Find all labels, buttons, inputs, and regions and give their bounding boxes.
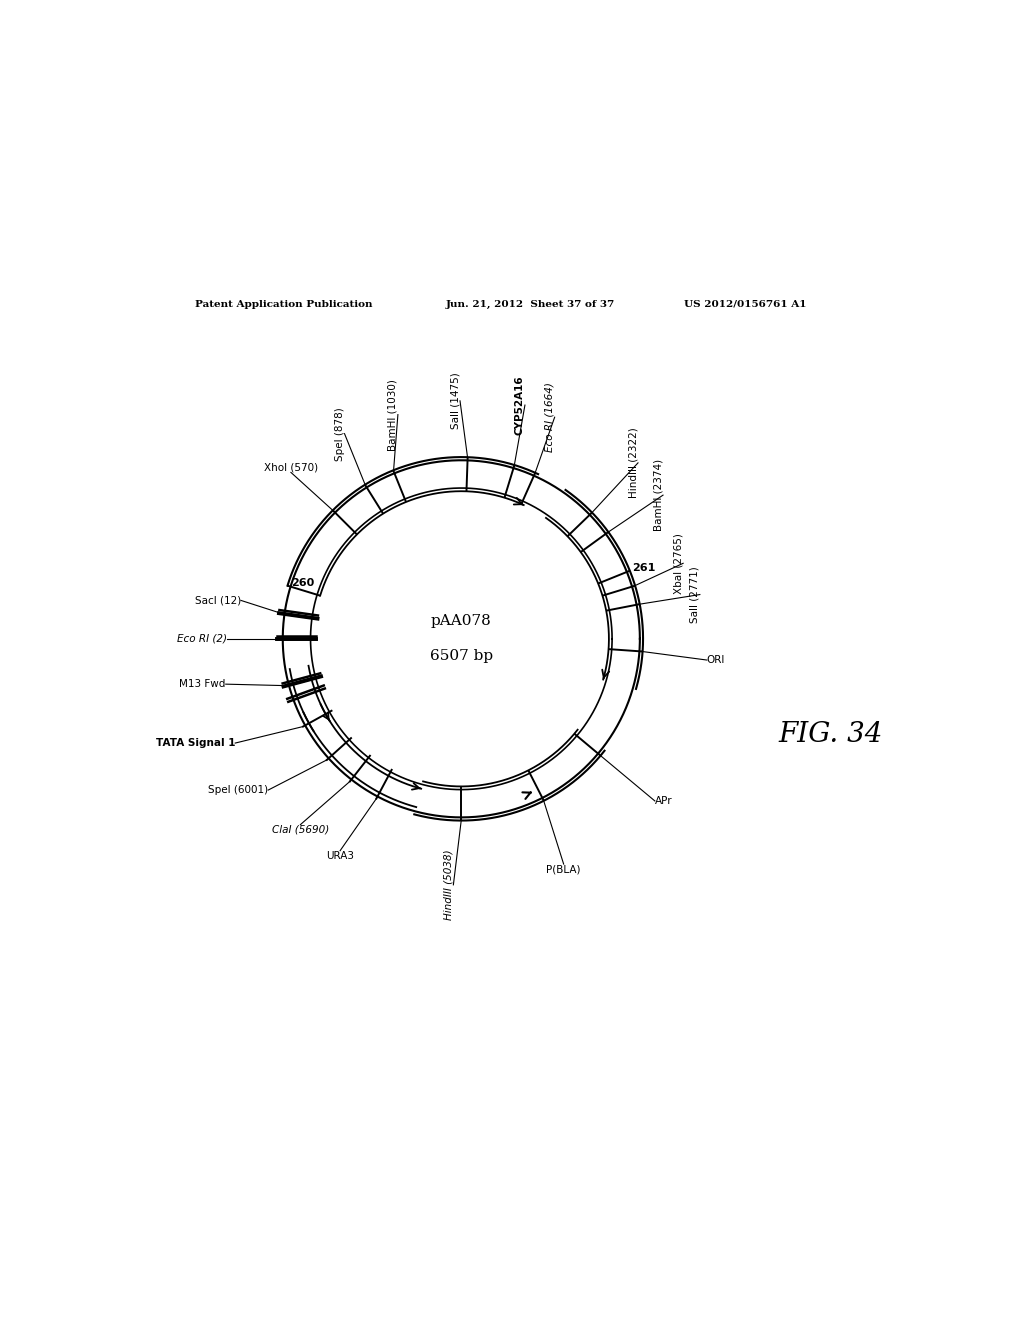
Text: BamHI (1030): BamHI (1030) [388, 379, 398, 450]
Text: APr: APr [654, 796, 673, 807]
Text: URA3: URA3 [327, 850, 354, 861]
Text: TATA Signal 1: TATA Signal 1 [156, 738, 236, 748]
Text: Jun. 21, 2012  Sheet 37 of 37: Jun. 21, 2012 Sheet 37 of 37 [445, 300, 614, 309]
Text: XbaI (2765): XbaI (2765) [673, 533, 683, 594]
Text: SpeI (878): SpeI (878) [335, 407, 344, 461]
Text: HindIII (5038): HindIII (5038) [443, 850, 454, 920]
Text: Eco RI (2): Eco RI (2) [177, 634, 227, 644]
Text: Patent Application Publication: Patent Application Publication [196, 300, 373, 309]
Text: pAA078: pAA078 [431, 614, 492, 628]
Text: SalI (1475): SalI (1475) [450, 372, 460, 429]
Text: ClaI (5690): ClaI (5690) [271, 825, 329, 834]
Text: 261: 261 [632, 562, 655, 573]
Text: FIG. 34: FIG. 34 [779, 721, 883, 747]
Text: CYP52A16: CYP52A16 [515, 375, 525, 434]
Text: US 2012/0156761 A1: US 2012/0156761 A1 [684, 300, 806, 309]
Text: ORI: ORI [707, 655, 725, 665]
Text: BamHI (2374): BamHI (2374) [653, 459, 663, 531]
Text: XhoI (570): XhoI (570) [264, 462, 318, 473]
Text: SalI (2771): SalI (2771) [690, 566, 699, 623]
Text: M13 Fwd: M13 Fwd [179, 680, 225, 689]
Text: HindIII (2322): HindIII (2322) [628, 428, 638, 498]
Text: 6507 bp: 6507 bp [430, 649, 493, 663]
Text: 260: 260 [292, 578, 314, 587]
Text: SacI (12): SacI (12) [195, 595, 241, 606]
Text: SpeI (6001): SpeI (6001) [208, 785, 268, 795]
Text: Eco RI (1664): Eco RI (1664) [545, 383, 555, 453]
Text: P(BLA): P(BLA) [547, 865, 581, 874]
